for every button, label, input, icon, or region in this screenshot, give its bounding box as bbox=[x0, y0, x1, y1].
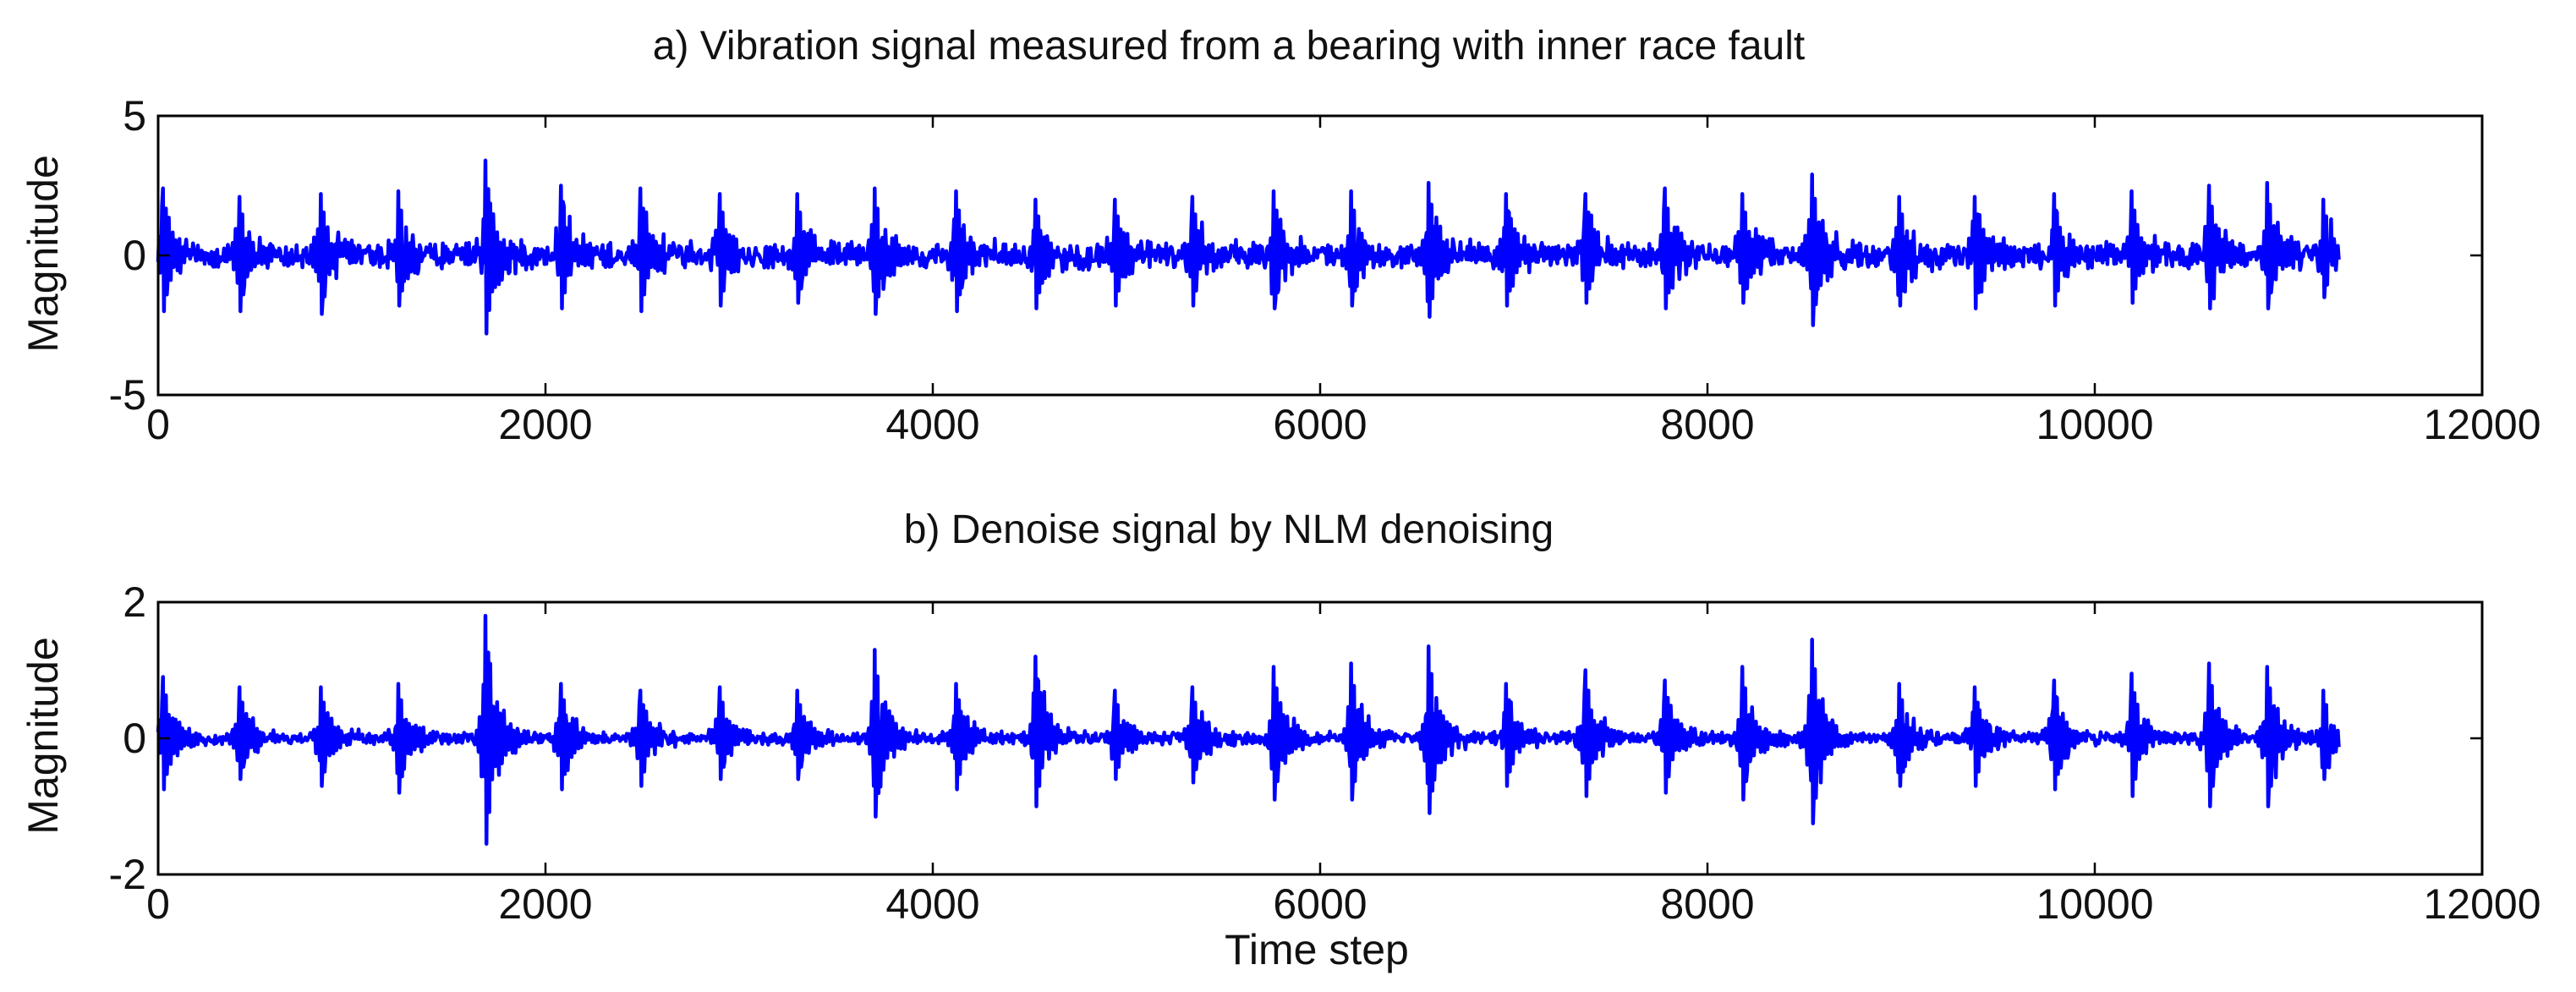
x-tick-label-a: 2000 bbox=[498, 401, 592, 448]
chart-panel-b: b) Denoise signal by NLM denoising Magni… bbox=[19, 507, 2541, 928]
x-tick-label-a: 12000 bbox=[2423, 401, 2540, 448]
x-tick-label-b: 8000 bbox=[1660, 880, 1754, 928]
x-tick-label-b: 4000 bbox=[885, 880, 979, 928]
x-tick-label-b: 2000 bbox=[498, 880, 592, 928]
x-tick-label-a: 4000 bbox=[885, 401, 979, 448]
y-tick-label-b: 0 bbox=[123, 715, 146, 762]
y-tick-label-a: -5 bbox=[109, 371, 146, 419]
x-tick-label-a: 10000 bbox=[2036, 401, 2153, 448]
x-tick-label-a: 6000 bbox=[1273, 401, 1367, 448]
chart-title-b: b) Denoise signal by NLM denoising bbox=[904, 507, 1554, 552]
x-axis-label: Time step bbox=[1225, 926, 1409, 973]
x-tick-label-b: 10000 bbox=[2036, 880, 2153, 928]
plot-area-a bbox=[156, 158, 2341, 336]
x-tick-label-b: 12000 bbox=[2423, 880, 2540, 928]
chart-title-a: a) Vibration signal measured from a bear… bbox=[653, 24, 1806, 69]
y-tick-label-b: 2 bbox=[123, 578, 146, 626]
plot-area-b bbox=[156, 613, 2341, 847]
signal-line-b bbox=[156, 613, 2341, 847]
x-tick-label-a: 0 bbox=[146, 401, 170, 448]
y-tick-label-b: -2 bbox=[109, 851, 146, 898]
signal-line-a bbox=[156, 158, 2341, 336]
x-tick-label-b: 6000 bbox=[1273, 880, 1367, 928]
y-tick-label-a: 0 bbox=[123, 232, 146, 279]
y-tick-label-a: 5 bbox=[123, 92, 146, 140]
x-tick-label-a: 8000 bbox=[1660, 401, 1754, 448]
chart-panel-a: a) Vibration signal measured from a bear… bbox=[19, 24, 2541, 448]
y-axis-label-b: Magnitude bbox=[19, 637, 67, 835]
y-axis-label-a: Magnitude bbox=[19, 155, 67, 353]
x-tick-label-b: 0 bbox=[146, 880, 170, 928]
